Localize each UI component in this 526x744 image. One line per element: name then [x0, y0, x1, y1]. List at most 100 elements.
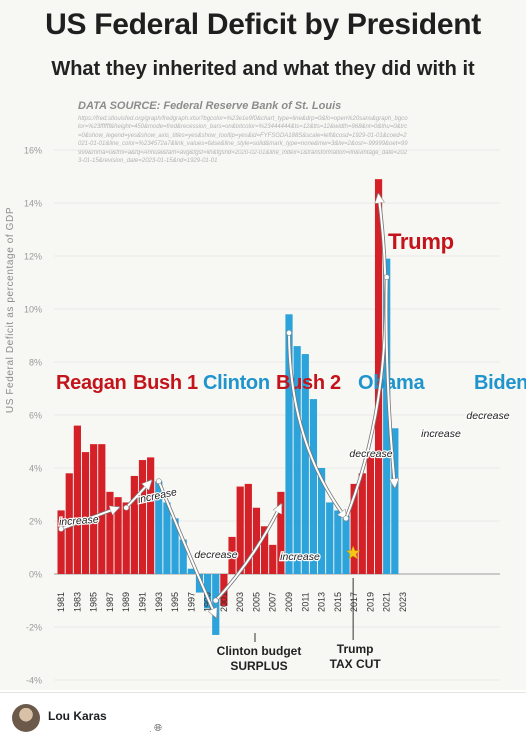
bar-2014 [326, 502, 334, 574]
bar-2013 [317, 468, 326, 574]
deficit-bar-chart: 16% 14% 12% 10% 8% 6% 4% 2% 0% -2% -4% US Federal D… [5, 146, 526, 686]
x-tick-label: 1997 [186, 592, 196, 612]
x-tick-label: 2015 [333, 592, 343, 612]
trend-arrow-bush1-start-dot [123, 504, 130, 511]
bar-1996 [179, 539, 187, 574]
bar-2016 [342, 515, 350, 574]
trend-arrow-trump [345, 195, 387, 520]
y-tick-label: 2% [29, 517, 42, 527]
y-tick-label: 8% [29, 358, 42, 368]
bar-2007 [269, 544, 277, 574]
data-source: DATA SOURCE: Federal Reserve Bank of St.… [78, 100, 342, 112]
y-tick-label: 12% [24, 252, 42, 262]
author-name[interactable]: Lou Karas [48, 709, 107, 723]
y-tick-label: 10% [24, 305, 42, 315]
author-avatar[interactable] [12, 704, 40, 732]
bar-2010 [293, 346, 301, 574]
bar-1995 [171, 518, 179, 574]
trend-arrow-bush2-start-dot [212, 597, 219, 604]
data-source-url: https://fred.stlouisfed.org/graph/fredgr… [78, 116, 408, 165]
bar-1985 [90, 444, 98, 574]
x-tick-label: 1983 [72, 592, 82, 612]
y-tick-label: 0% [29, 570, 42, 580]
president-label-bush-1: Bush 1 [133, 372, 198, 394]
y-axis-title: US Federal Deficit as percentage of GDP [5, 207, 16, 413]
x-tick-label: 2003 [235, 592, 245, 612]
bar-1987 [106, 491, 114, 574]
bar-2003 [236, 486, 244, 574]
bar-2009 [285, 314, 293, 574]
y-tick-label: 16% [24, 146, 42, 156]
x-tick-label: 1985 [89, 592, 99, 612]
x-tick-label: 2023 [398, 592, 408, 612]
trend-arrow-clinton-start-dot [155, 478, 162, 485]
bar-1989 [122, 502, 130, 574]
trend-label-bush-2: increase [280, 551, 320, 563]
bar-1992 [147, 457, 155, 574]
chart-title: US Federal Deficit by President [45, 8, 481, 41]
bar-2011 [301, 354, 309, 574]
chart-subtitle: What they inherited and what they did wi… [51, 58, 475, 80]
bar-2006 [261, 526, 269, 574]
trend-label-trump: increase [421, 428, 461, 440]
x-tick-label: 1987 [105, 592, 115, 612]
x-tick-label: 1995 [170, 592, 180, 612]
tax-cut-callout-line1: Trump [337, 642, 374, 656]
x-tick-label: 2021 [382, 592, 392, 612]
bar-2019 [366, 452, 375, 574]
bar-1998 [195, 574, 204, 593]
bar-1982 [65, 473, 73, 574]
bar-2002 [228, 536, 236, 574]
trend-arrow-reagan [60, 508, 118, 530]
bar-2018 [358, 473, 366, 574]
y-tick-label: 14% [24, 199, 42, 209]
x-tick-label: 2019 [365, 592, 375, 612]
bar-1993 [155, 481, 163, 574]
y-tick-label: -4% [26, 676, 42, 686]
trend-label-reagan: increase [59, 514, 100, 529]
trend-arrow-bush2 [214, 505, 281, 602]
bar-2015 [334, 510, 342, 574]
trend-arrow-clinton [157, 480, 216, 616]
trend-label-clinton: decrease [194, 549, 237, 561]
x-tick-label: 2007 [268, 592, 278, 612]
president-label-bush-2: Bush 2 [276, 372, 341, 394]
x-tick-label: 1993 [154, 592, 164, 612]
bar-1999 [204, 574, 212, 609]
surplus-callout-line1: Clinton budget [217, 644, 302, 658]
infographic-poster: US Federal Deficit by President What the… [0, 0, 526, 690]
y-tick-label: 4% [29, 464, 42, 474]
post-footer: Lou Karas · 🌐︎ [0, 692, 526, 744]
surplus-callout-line2: SURPLUS [230, 659, 287, 673]
x-tick-label: 1981 [56, 592, 66, 612]
trend-label-obama: decrease [349, 448, 392, 460]
tax-cut-star [345, 545, 361, 560]
trend-label-biden: decrease [466, 410, 509, 422]
president-label-reagan: Reagan [56, 372, 126, 394]
separator-dot: · [149, 727, 152, 736]
x-tick-label: 2001 [219, 592, 229, 612]
trend-arrow-biden [385, 276, 394, 486]
x-tick-label: 2009 [284, 592, 294, 612]
bar-1984 [81, 452, 90, 574]
trend-arrow-trump-start-dot [343, 515, 349, 522]
bar-1990 [130, 475, 138, 574]
x-tick-label: 2005 [251, 592, 261, 612]
trend-arrow-reagan-start-dot [58, 526, 64, 532]
bar-2020 [374, 179, 383, 574]
bar-1994 [163, 502, 171, 574]
x-tick-label: 2013 [317, 592, 327, 612]
bar-2021 [383, 258, 391, 574]
bar-1997 [187, 568, 195, 574]
president-label-trump: Trump [388, 229, 454, 254]
bar-1983 [73, 425, 81, 574]
bar-2012 [309, 399, 318, 574]
trend-arrow-biden-start-dot [383, 274, 390, 281]
y-tick-label: -2% [26, 623, 42, 633]
president-label-biden: Biden [474, 372, 526, 394]
y-tick-label: 6% [29, 411, 42, 421]
globe-icon: 🌐︎ [154, 723, 162, 734]
x-tick-label: 1989 [121, 592, 131, 612]
bar-2004 [244, 483, 252, 574]
bar-2017 [350, 483, 358, 574]
